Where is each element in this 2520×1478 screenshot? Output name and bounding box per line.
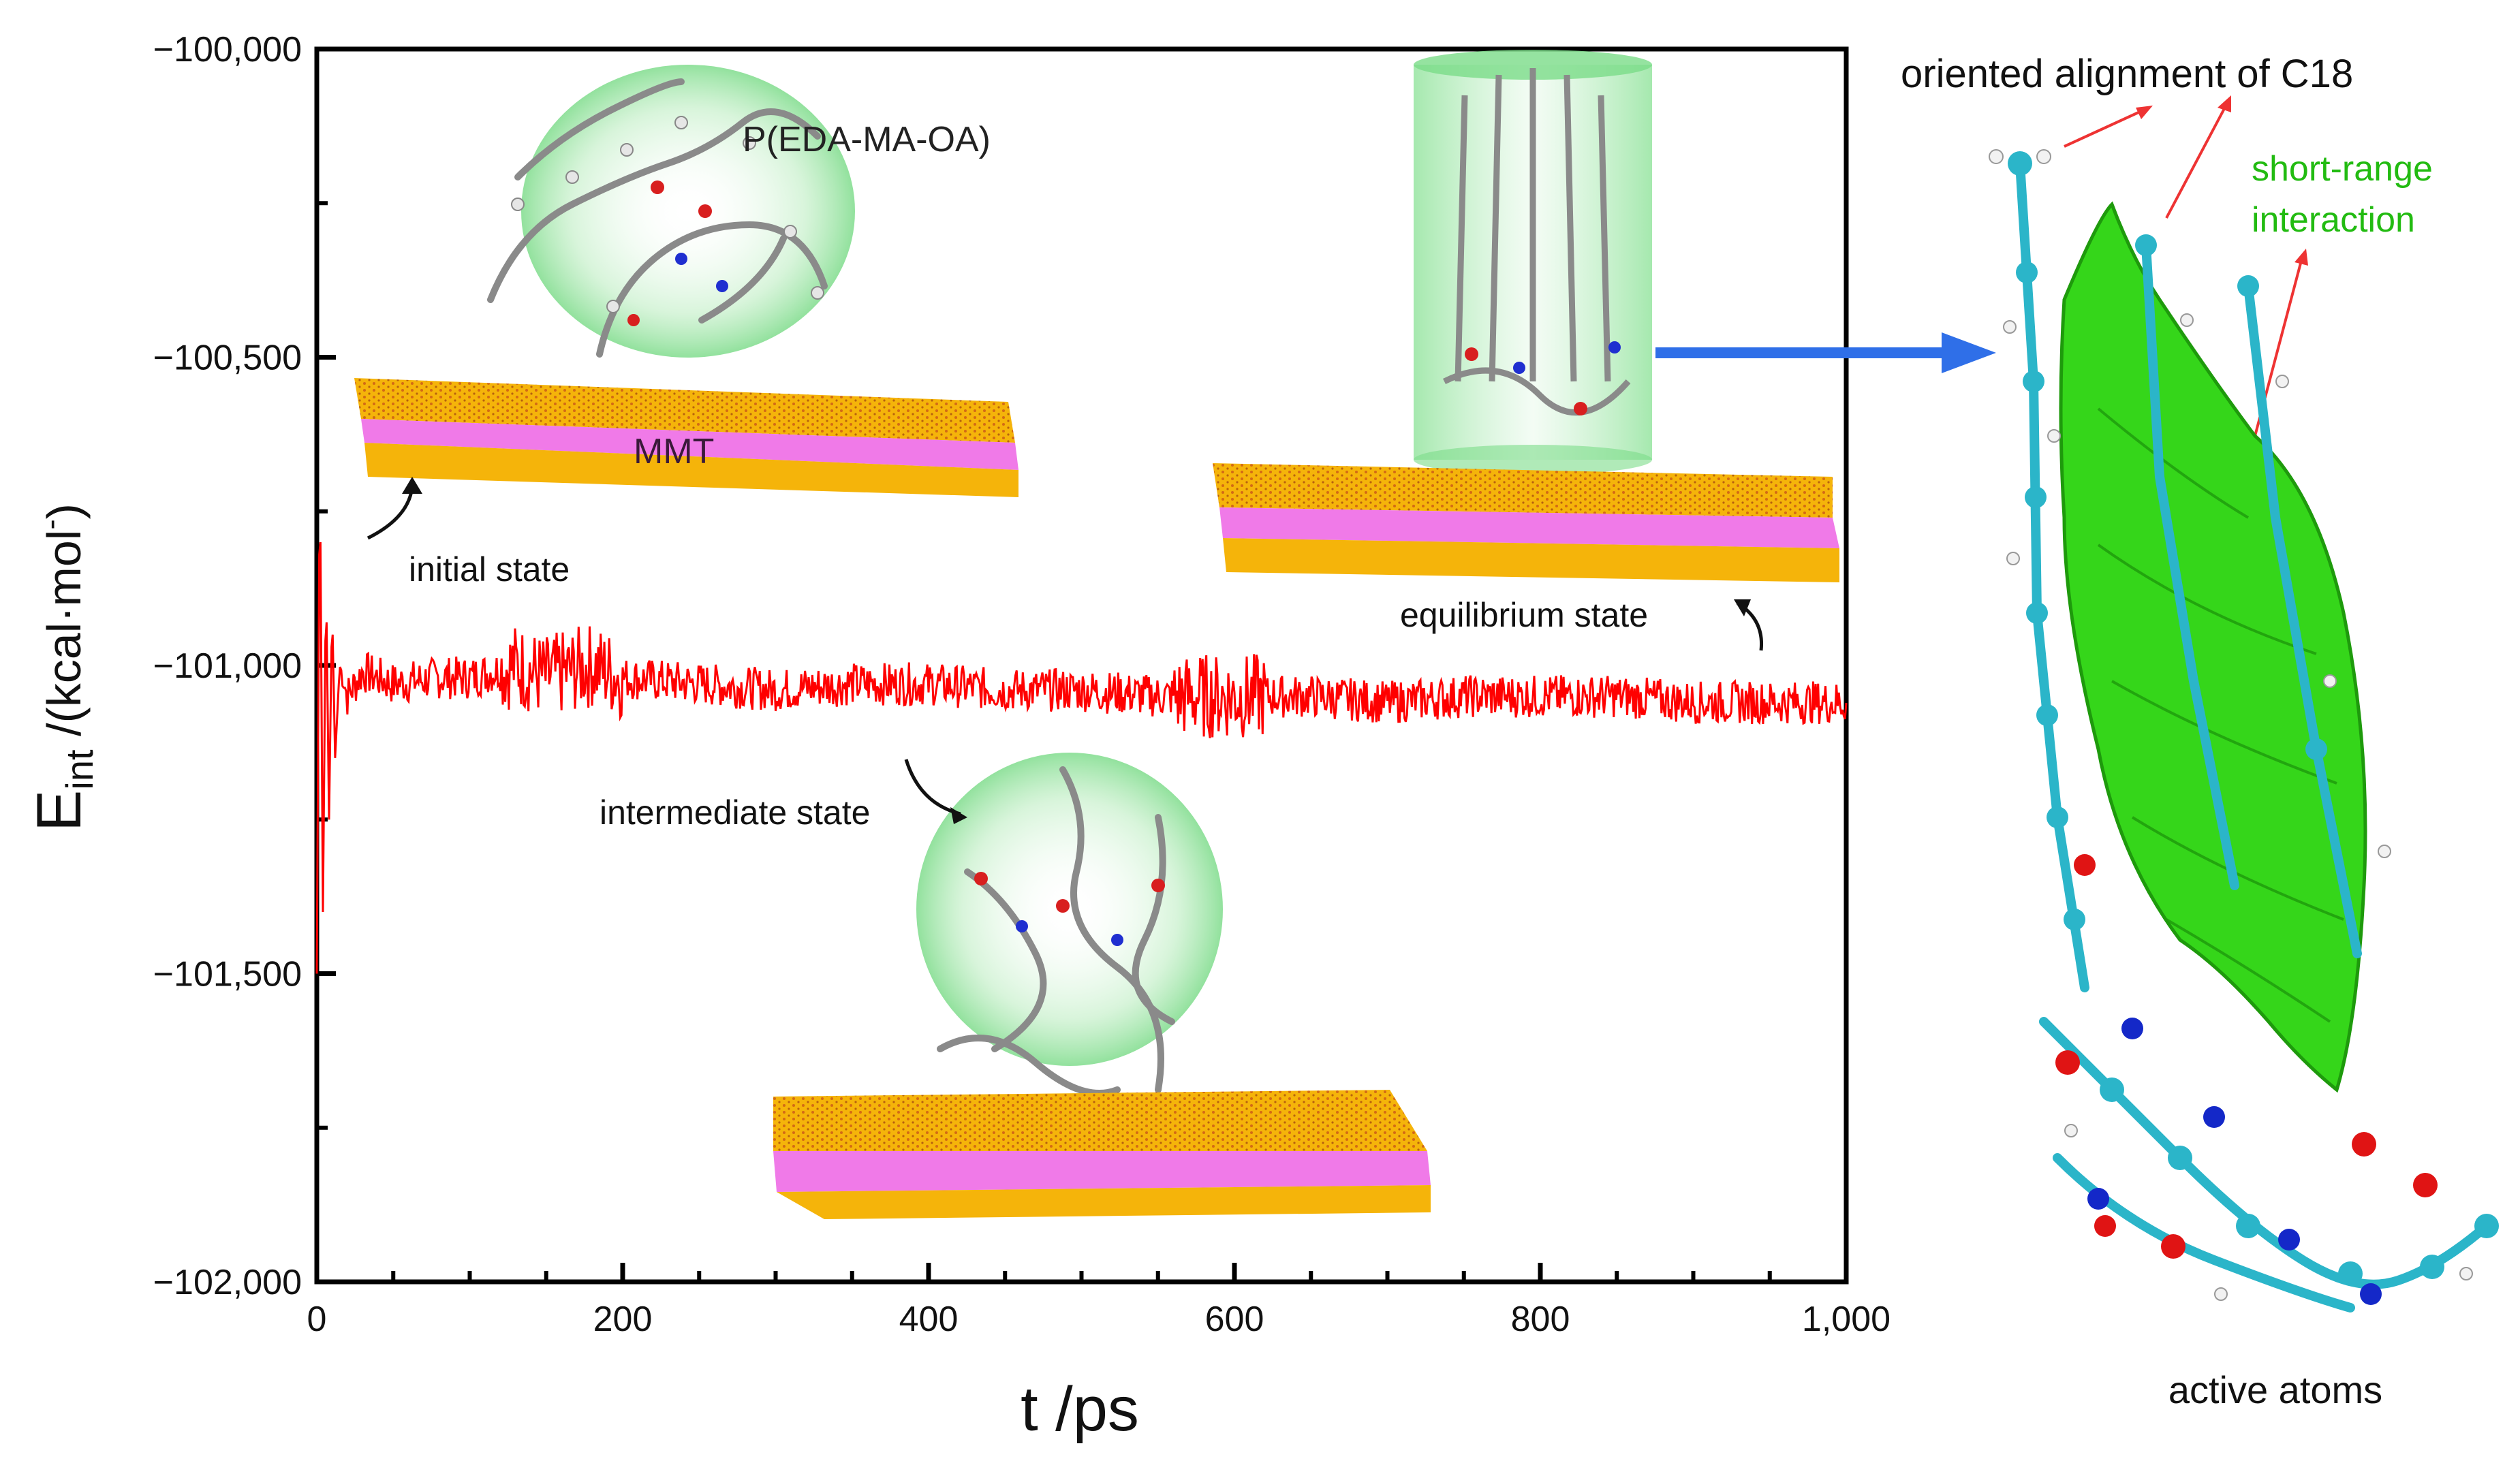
y-tick-label: −101,000	[153, 646, 302, 686]
y-tick-label: −100,000	[153, 30, 302, 69]
short-range-label-line2: interaction	[2252, 200, 2415, 240]
transition-arrow	[1655, 332, 1996, 373]
annotation-intermediate-state: intermediate state	[600, 793, 870, 832]
side-panel-title: oriented alignment of C18	[1901, 52, 2353, 96]
polymer-chain-initial	[487, 78, 828, 358]
y-axis-label: Eint /(kcal·mol-)	[25, 503, 101, 832]
mmt-slab-initial	[354, 378, 1018, 497]
y-axis: −100,000 −100,500 −101,000 −101,500 −102,000	[153, 30, 336, 1302]
short-range-label-line1: short-range	[2252, 149, 2433, 189]
x-tick-label: 800	[1511, 1300, 1570, 1339]
y-axis-label-sup: -	[33, 519, 68, 529]
annotation-initial-state: initial state	[409, 550, 570, 588]
svg-text:Eint /(kcal·mol-): Eint /(kcal·mol-)	[25, 503, 101, 832]
y-axis-label-rest: /(kcal·mol	[37, 530, 91, 750]
x-tick-label: 600	[1205, 1300, 1264, 1339]
interaction-surface	[2059, 201, 2367, 1093]
polymer-halo-intermediate	[916, 753, 1223, 1066]
y-axis-label-main: E	[25, 790, 94, 832]
y-tick-label: −101,500	[153, 955, 302, 994]
y-tick-label: −102,000	[153, 1263, 302, 1302]
x-tick-label: 1,000	[1802, 1300, 1891, 1339]
mmt-slab-intermediate	[773, 1090, 1431, 1219]
x-tick-label: 0	[307, 1300, 327, 1339]
mmt-slab-equilibrium	[1213, 463, 1839, 582]
equilibrium-state-illustration	[1213, 50, 1839, 582]
x-axis-label: t /ps	[1021, 1374, 1139, 1444]
active-atoms-label: active atoms	[2168, 1368, 2382, 1411]
intermediate-state-illustration	[773, 753, 1431, 1219]
side-panel: oriented alignment of C18 short-range in…	[1901, 52, 2499, 1411]
y-axis-label-sub: int	[58, 749, 101, 790]
x-axis: 0 200 400 600 800 1,000	[307, 1263, 1891, 1339]
initial-state-illustration	[354, 65, 1018, 497]
x-tick-label: 400	[899, 1300, 959, 1339]
polymer-halo-initial	[521, 65, 855, 358]
energy-series-line	[315, 541, 1848, 974]
y-tick-label: −100,500	[153, 339, 302, 378]
annotation-mmt: MMT	[634, 432, 714, 471]
x-tick-label: 200	[593, 1300, 653, 1339]
annotation-polymer: P(EDA-MA-OA)	[743, 120, 991, 159]
y-axis-label-close: )	[37, 503, 91, 519]
annotation-equilibrium-state: equilibrium state	[1400, 596, 1648, 634]
